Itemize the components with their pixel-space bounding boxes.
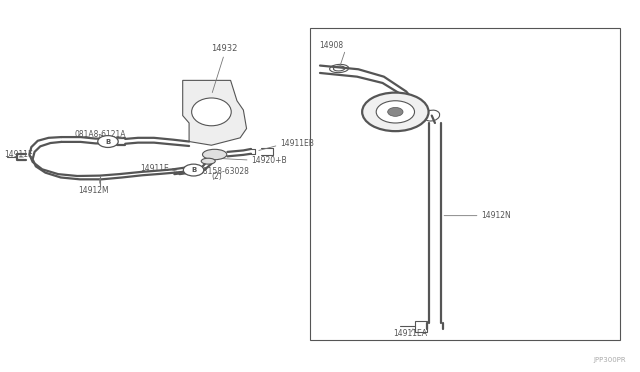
Ellipse shape xyxy=(202,149,227,160)
Circle shape xyxy=(183,164,204,176)
Text: (2): (2) xyxy=(211,172,222,181)
Text: (2): (2) xyxy=(98,135,109,144)
Text: 14911E: 14911E xyxy=(140,164,169,173)
Bar xyxy=(310,29,620,340)
Circle shape xyxy=(362,93,429,131)
Text: 081A8-6121A: 081A8-6121A xyxy=(74,129,125,139)
Text: 14912N: 14912N xyxy=(481,211,511,220)
Text: 14911EA: 14911EA xyxy=(394,328,428,338)
Text: 14920+B: 14920+B xyxy=(251,155,287,164)
Text: 14908: 14908 xyxy=(319,41,343,50)
Text: 14912M: 14912M xyxy=(79,186,109,195)
Circle shape xyxy=(388,108,403,116)
Ellipse shape xyxy=(191,98,231,126)
Bar xyxy=(415,321,428,332)
Text: 14911EB: 14911EB xyxy=(280,139,314,148)
Text: 14932: 14932 xyxy=(211,44,237,53)
Ellipse shape xyxy=(201,158,215,164)
Text: B: B xyxy=(191,167,196,173)
Text: 08158-63028: 08158-63028 xyxy=(198,167,250,176)
Text: B: B xyxy=(106,138,111,145)
Circle shape xyxy=(98,136,118,147)
Text: JPP300PR: JPP300PR xyxy=(594,357,627,363)
Polygon shape xyxy=(182,80,246,145)
Text: 14911E: 14911E xyxy=(4,150,33,159)
Circle shape xyxy=(376,101,415,123)
